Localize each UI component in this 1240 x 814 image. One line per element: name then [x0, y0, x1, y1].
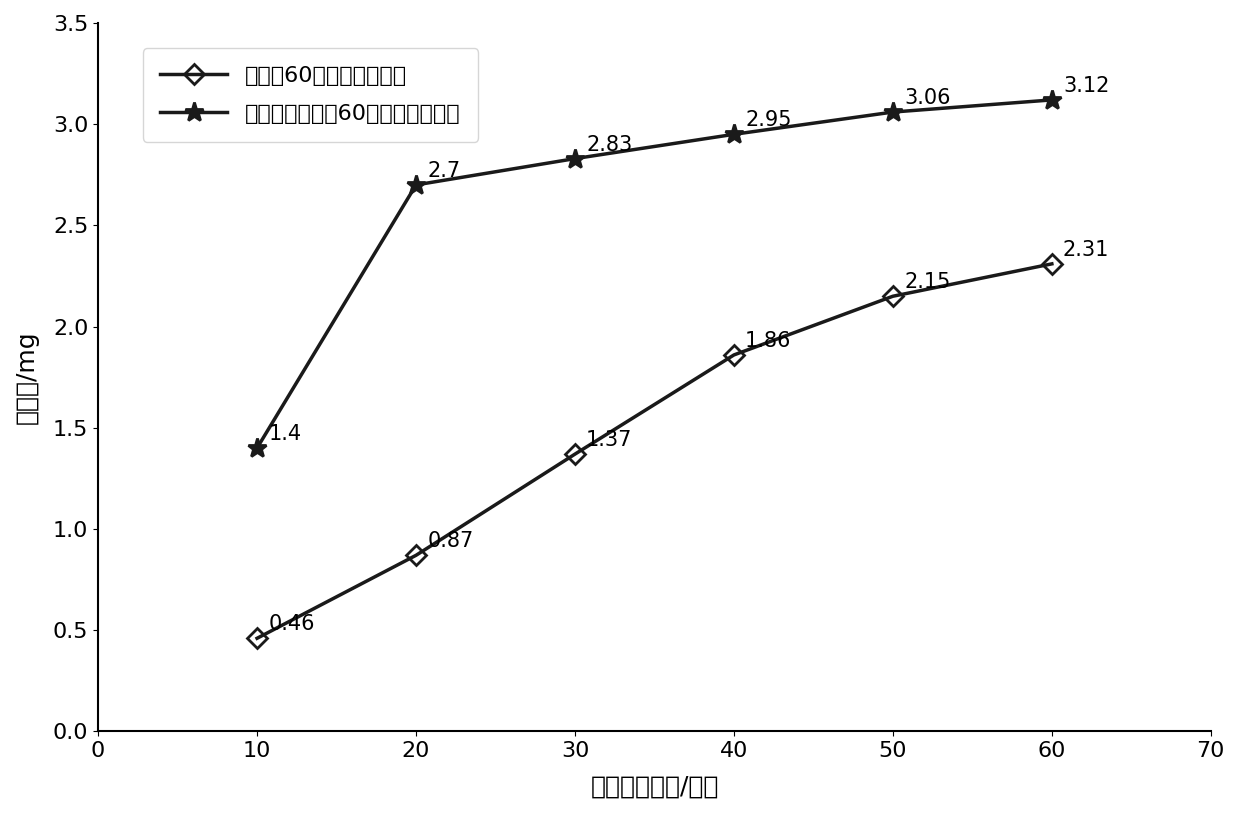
- Text: 1.86: 1.86: [745, 330, 791, 351]
- Text: 3.06: 3.06: [904, 88, 951, 108]
- 碳酸锶60分钟内降磷曲线: [1044, 259, 1059, 269]
- 乳酸锶三水合物60分钟内降磷曲线: [568, 154, 583, 164]
- 碳酸锶60分钟内降磷曲线: [568, 449, 583, 459]
- Text: 1.4: 1.4: [268, 424, 301, 444]
- 乳酸锶三水合物60分钟内降磷曲线: [885, 107, 900, 117]
- Line: 乳酸锶三水合物60分钟内降磷曲线: 乳酸锶三水合物60分钟内降磷曲线: [247, 90, 1061, 457]
- Text: 3.12: 3.12: [1063, 76, 1110, 96]
- 碳酸锶60分钟内降磷曲线: [885, 291, 900, 301]
- 乳酸锶三水合物60分钟内降磷曲线: [727, 129, 742, 139]
- Legend: 碳酸锶60分钟内降磷曲线, 乳酸锶三水合物60分钟内降磷曲线: 碳酸锶60分钟内降磷曲线, 乳酸锶三水合物60分钟内降磷曲线: [143, 48, 479, 142]
- Text: 2.7: 2.7: [427, 161, 460, 181]
- Line: 碳酸锶60分钟内降磷曲线: 碳酸锶60分钟内降磷曲线: [250, 257, 1059, 646]
- 乳酸锶三水合物60分钟内降磷曲线: [1044, 95, 1059, 105]
- Text: 2.83: 2.83: [587, 134, 632, 155]
- Text: 2.31: 2.31: [1063, 240, 1110, 260]
- 碳酸锶60分钟内降磷曲线: [727, 350, 742, 360]
- Text: 2.95: 2.95: [745, 110, 791, 130]
- X-axis label: 与磷结合时间/分钟: 与磷结合时间/分钟: [590, 775, 719, 799]
- Text: 2.15: 2.15: [904, 272, 950, 292]
- 碳酸锶60分钟内降磷曲线: [409, 550, 424, 560]
- 乳酸锶三水合物60分钟内降磷曲线: [409, 180, 424, 190]
- Y-axis label: 降磷量/mg: 降磷量/mg: [15, 330, 38, 424]
- 碳酸锶60分钟内降磷曲线: [249, 633, 264, 643]
- Text: 0.87: 0.87: [427, 532, 474, 551]
- Text: 1.37: 1.37: [587, 430, 632, 450]
- Text: 0.46: 0.46: [268, 615, 315, 634]
- 乳酸锶三水合物60分钟内降磷曲线: [249, 443, 264, 453]
